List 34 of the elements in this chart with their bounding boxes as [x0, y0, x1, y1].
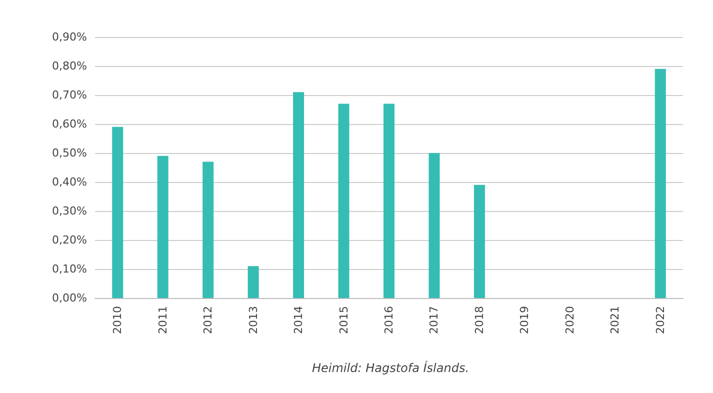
y-tick-label: 0,40% — [52, 176, 87, 188]
bar — [248, 266, 259, 298]
x-tick-label: 2010 — [111, 306, 124, 334]
x-tick-label: 2018 — [472, 306, 486, 334]
x-tick-label: 2017 — [428, 306, 441, 334]
bar — [428, 153, 440, 298]
bar — [338, 104, 350, 298]
x-tick-label: 2012 — [202, 306, 215, 334]
y-tick-label: 0,00% — [52, 292, 87, 304]
text: Heimild: Hagstofa Íslands. — [312, 360, 470, 375]
x-tick-label: 2022 — [654, 306, 667, 334]
y-tick-label: 0,90% — [52, 30, 87, 44]
y-tick-label: 0,60% — [52, 118, 87, 130]
x-tick-label: 2013 — [246, 306, 260, 334]
y-tick-label: 0,20% — [52, 234, 87, 246]
bar — [202, 162, 214, 298]
x-tick-label: 2016 — [382, 306, 396, 334]
y-tick-label: 0,30% — [52, 204, 87, 218]
x-tick-label: 2014 — [292, 306, 306, 334]
bar — [474, 184, 485, 298]
y-tick-label: 0,70% — [52, 88, 87, 102]
bar — [112, 126, 124, 298]
x-tick-label: 2011 — [156, 306, 170, 334]
y-tick-label: 0,50% — [52, 146, 87, 160]
y-tick-label: 0,10% — [52, 262, 87, 276]
x-tick-label: 2020 — [563, 306, 576, 334]
y-tick-label: 0,80% — [52, 60, 87, 72]
bar — [293, 92, 304, 298]
bar — [654, 68, 666, 298]
x-tick-label: 2019 — [518, 306, 532, 334]
x-tick-label: 2015 — [337, 306, 350, 334]
bar — [157, 156, 168, 298]
x-tick-label: 2021 — [608, 306, 622, 334]
bar — [384, 104, 394, 298]
